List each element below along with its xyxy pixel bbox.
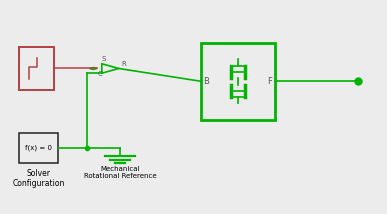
Text: Mechanical
Rotational Reference: Mechanical Rotational Reference xyxy=(84,166,156,180)
Text: F: F xyxy=(267,77,272,86)
Polygon shape xyxy=(102,64,119,73)
Text: S: S xyxy=(101,56,106,62)
Bar xyxy=(19,47,54,90)
Polygon shape xyxy=(89,67,97,70)
Text: f(x) = 0: f(x) = 0 xyxy=(25,144,52,151)
Bar xyxy=(201,43,275,120)
Text: C: C xyxy=(98,71,102,77)
Text: R: R xyxy=(121,61,126,67)
Text: Solver
Configuration: Solver Configuration xyxy=(12,169,65,189)
Text: B: B xyxy=(203,77,209,86)
Bar xyxy=(19,133,58,163)
